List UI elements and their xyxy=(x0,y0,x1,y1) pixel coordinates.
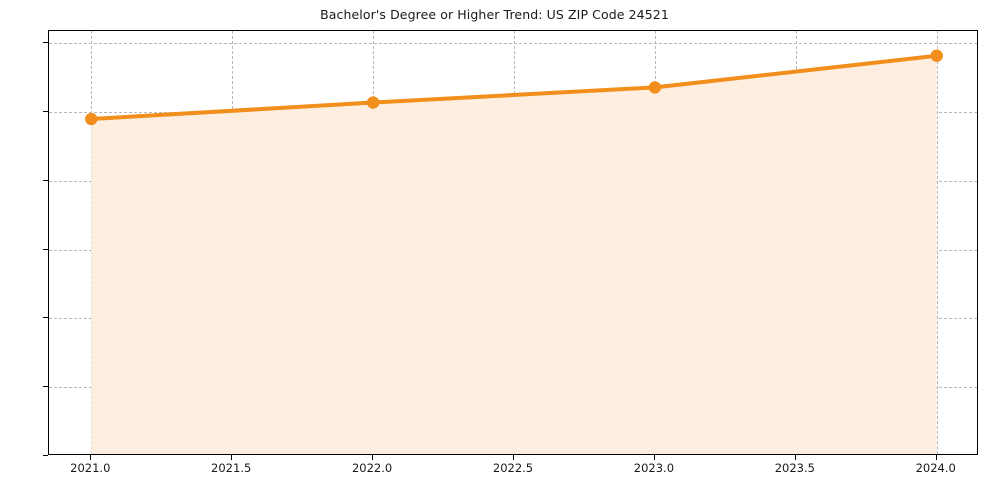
data-point-marker xyxy=(930,49,943,62)
x-tick-label: 2023.5 xyxy=(774,461,815,475)
x-tick-mark xyxy=(935,455,937,460)
data-point-marker xyxy=(648,81,662,94)
x-tick-label: 2023.0 xyxy=(633,461,675,475)
x-tick-mark xyxy=(653,455,655,460)
y-tick-mark xyxy=(43,111,48,113)
series-area-line xyxy=(85,49,943,454)
x-tick-label: 2022.0 xyxy=(351,461,393,475)
x-tick-mark xyxy=(231,455,233,460)
y-tick-mark xyxy=(43,455,48,456)
area-fill xyxy=(91,55,937,454)
y-tick-mark xyxy=(43,42,48,44)
y-axis: 0%5%10%15%20%25%30% xyxy=(0,0,48,490)
x-tick-mark xyxy=(372,455,374,460)
x-tick-label: 2021.5 xyxy=(211,461,252,475)
x-tick-mark xyxy=(90,455,92,460)
y-tick-mark xyxy=(43,317,48,319)
data-point-marker xyxy=(366,96,380,109)
plot-area xyxy=(48,30,978,455)
y-tick-mark xyxy=(43,179,48,181)
x-tick-label: 2021.0 xyxy=(70,461,111,475)
data-point-marker xyxy=(85,112,98,126)
y-tick-mark xyxy=(43,386,48,388)
y-tick-mark xyxy=(43,248,48,250)
trend-line xyxy=(89,53,939,122)
x-tick-mark xyxy=(513,455,514,460)
x-tick-mark xyxy=(794,455,796,460)
chart-title: Bachelor's Degree or Higher Trend: US ZI… xyxy=(320,7,669,22)
x-tick-label: 2024.0 xyxy=(915,461,956,475)
x-tick-label: 2022.5 xyxy=(492,461,534,475)
